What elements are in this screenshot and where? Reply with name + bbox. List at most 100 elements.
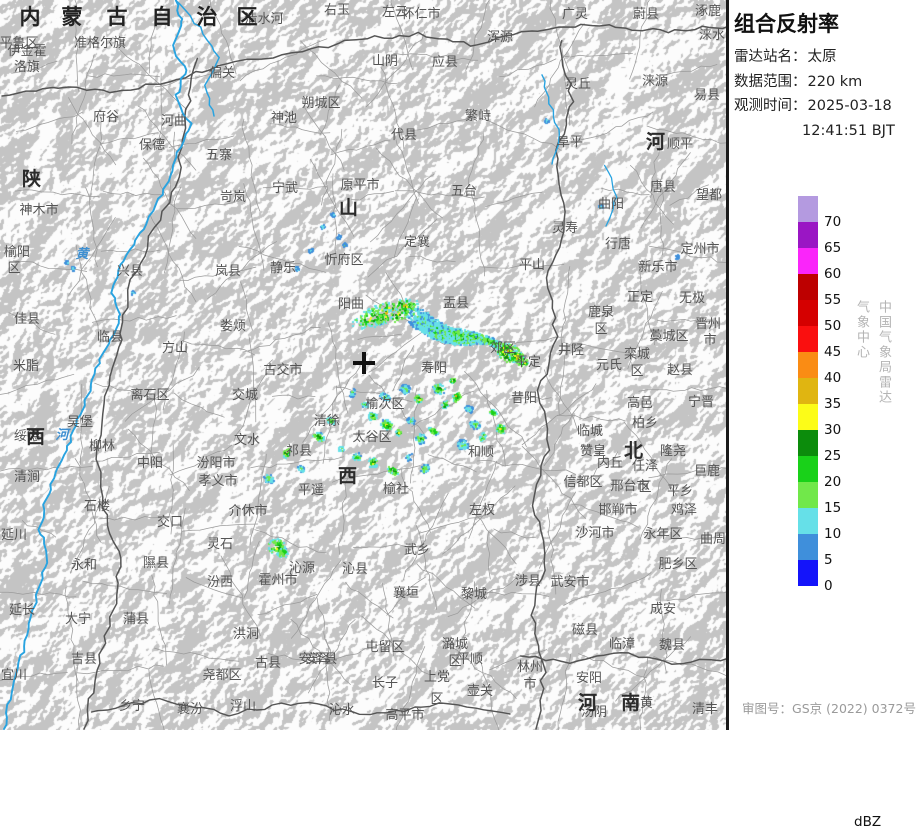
info-row-station: 雷达站名： 太原 <box>734 48 920 68</box>
map-label: 区 <box>7 261 21 277</box>
map-label: 河 <box>645 131 667 154</box>
radar-map-panel[interactable]: 准格尔旗 清水河 右玉 左云 怀仁市 广灵 蔚县 涿鹿 伊金霍 洛旗 平鲁区 偏关 山阴 应县 浑源 灵丘 涞水… <box>0 0 729 730</box>
map-label: 宜川 <box>0 668 28 684</box>
map-label: 曲阳 <box>597 197 625 213</box>
map-label: 绥德 <box>13 429 41 445</box>
map-label: 高邑 <box>626 396 654 412</box>
map-label: 安泽县 <box>298 652 338 668</box>
map-label: 神池 <box>270 111 298 127</box>
map-label: 介休市 <box>228 504 268 520</box>
map-label: 魏县 <box>658 638 686 654</box>
radar-station-marker <box>353 352 375 374</box>
colorbar-tick-label: 70 <box>824 214 842 230</box>
map-label: 治 <box>196 4 218 29</box>
map-label: 任泽 <box>631 459 659 475</box>
map-label: 灵寿 <box>551 221 579 237</box>
map-label: 元氏 <box>595 358 623 374</box>
map-label: 沙河市 <box>575 526 615 542</box>
map-label: 榆社 <box>382 482 410 498</box>
map-label: 交口 <box>156 515 184 531</box>
map-label: 无极 <box>678 291 706 307</box>
station-label: 雷达站名： <box>734 49 807 65</box>
colorbar-band <box>798 482 818 508</box>
map-label: 兴县 <box>116 264 144 280</box>
map-label: 临城 <box>576 424 604 440</box>
map-label: 临县 <box>96 330 124 346</box>
map-label: 平鲁区 <box>0 36 39 52</box>
colorbar-band <box>798 248 818 274</box>
colorbar-band <box>798 534 818 560</box>
map-label: 米脂 <box>12 359 40 375</box>
map-label: 内 <box>19 4 41 29</box>
range-label: 数据范围： <box>734 73 807 90</box>
map-label: 古县 <box>254 656 282 672</box>
colorbar-tick-label: 30 <box>824 422 842 438</box>
colorbar-tick-label: 15 <box>824 500 842 516</box>
map-label: 河 <box>577 692 599 715</box>
map-label: 顺平 <box>666 137 694 153</box>
map-label: 晋州 <box>694 317 722 333</box>
map-label: 赵县 <box>666 363 694 379</box>
map-label: 浮山 <box>229 699 257 715</box>
map-label: 藁城区 <box>649 329 689 345</box>
map-label: 北 <box>623 440 645 463</box>
colorbar-tick-label: 25 <box>824 448 842 464</box>
map-label: 永年区 <box>643 527 683 543</box>
map-label: 榆次区 <box>365 397 405 413</box>
map-label: 宁武 <box>271 181 299 197</box>
time-clock-value: 12:41:51 BJT <box>802 122 895 139</box>
map-label: 保德 <box>138 138 166 154</box>
dbz-color-bar: 70 65 60 55 50 45 40 35 30 25 20 15 10 5 0 <box>798 196 841 594</box>
map-label: 洛旗 <box>13 60 41 76</box>
map-label: 清丰 <box>691 702 719 718</box>
map-label: 寿阳 <box>420 361 448 377</box>
map-label: 柏乡 <box>631 416 659 432</box>
map-label: 磁县 <box>571 623 599 639</box>
map-label: 代县 <box>390 128 418 144</box>
map-label: 离石区 <box>130 388 170 404</box>
colorbar-band <box>798 326 818 352</box>
map-label: 静乐 <box>269 261 297 277</box>
colorbar-band <box>798 560 818 586</box>
map-label: 怀仁市 <box>401 7 441 23</box>
map-label: 伊金霍 <box>7 44 47 60</box>
map-label: 原平市 <box>340 178 380 194</box>
map-label: 黄 <box>75 247 89 263</box>
map-label: 西 <box>25 426 47 449</box>
dbz-unit-label: dBZ <box>854 814 882 830</box>
map-label: 繁峙 <box>464 109 492 125</box>
map-label: 区 <box>594 322 608 338</box>
map-label: 正定 <box>626 290 654 306</box>
colorbar-band <box>798 352 818 378</box>
map-label: 武乡 <box>403 543 431 559</box>
map-label: 浑源 <box>486 30 514 46</box>
map-label: 霍州市 <box>258 573 298 589</box>
colorbar-tick-label: 65 <box>824 240 842 256</box>
map-label: 文水 <box>233 433 261 449</box>
map-label: 平乡 <box>666 484 694 500</box>
map-label: 壶关 <box>466 684 494 700</box>
map-label: 南 <box>620 692 642 715</box>
map-label: 平顺 <box>456 652 484 668</box>
map-label: 祁县 <box>285 444 313 460</box>
colorbar-tick-label: 60 <box>824 266 842 282</box>
colorbar-tick-label: 45 <box>824 344 842 360</box>
map-label: 五台 <box>450 184 478 200</box>
map-label: 吴堡 <box>66 415 94 431</box>
map-label: 邯郸市 <box>598 503 638 519</box>
map-label: 黎城 <box>460 587 488 603</box>
colorbar-band <box>798 222 818 248</box>
map-label: 右玉 <box>323 3 351 19</box>
map-label: 井陉 <box>557 343 585 359</box>
colorbar-band <box>798 378 818 404</box>
colorbar-band <box>798 404 818 430</box>
map-label: 山阴 <box>371 54 399 70</box>
map-label: 古交市 <box>263 363 303 379</box>
map-label: 陕 <box>21 168 43 191</box>
map-label: 成安 <box>649 602 677 618</box>
map-label: 鸡泽 <box>670 503 698 519</box>
time-date-value: 2025-03-18 <box>807 98 892 115</box>
map-label: 方山 <box>161 341 189 357</box>
colorbar-tick-label: 20 <box>824 474 842 490</box>
side-info-panel: 组合反射率 雷达站名： 太原 数据范围： 220 km 观测时间： 2025-0… <box>732 0 920 830</box>
